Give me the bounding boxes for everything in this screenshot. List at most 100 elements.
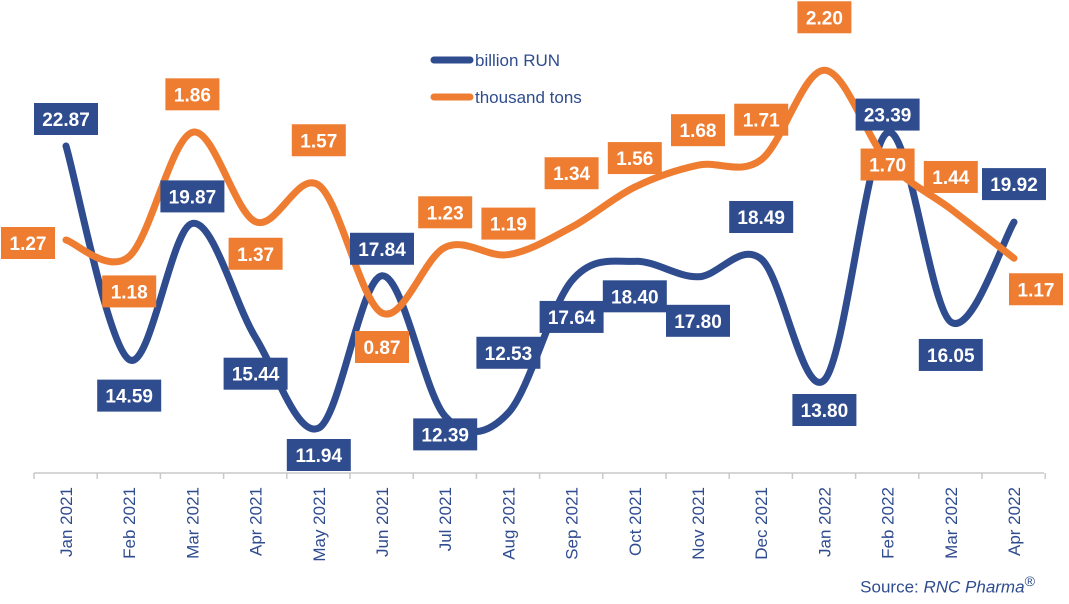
data-label: 1.71 bbox=[734, 103, 789, 136]
data-label: 1.56 bbox=[607, 142, 662, 175]
data-label-text: 13.80 bbox=[801, 401, 849, 422]
data-label: 0.87 bbox=[355, 331, 409, 363]
data-label-text: 12.53 bbox=[485, 344, 533, 365]
data-label-text: 2.20 bbox=[806, 8, 843, 29]
data-label: 23.39 bbox=[855, 98, 920, 131]
data-label-text: 18.49 bbox=[737, 208, 785, 229]
data-label: 2.20 bbox=[797, 1, 852, 34]
data-label-box bbox=[666, 304, 730, 337]
data-label-text: 23.39 bbox=[864, 106, 912, 127]
data-label-box bbox=[476, 336, 541, 369]
x-tick-label: Feb 2021 bbox=[120, 487, 139, 559]
data-label: 12.53 bbox=[476, 336, 541, 369]
x-tick-label: Mar 2022 bbox=[942, 487, 961, 559]
data-label: 17.64 bbox=[539, 300, 604, 333]
data-label: 1.44 bbox=[923, 160, 978, 193]
data-label-text: 1.34 bbox=[553, 164, 590, 185]
data-label-text: 19.87 bbox=[169, 187, 217, 208]
x-tick-label: Dec 2021 bbox=[752, 487, 771, 560]
data-label-box bbox=[918, 338, 983, 371]
x-tick-label: Apr 2022 bbox=[1005, 487, 1024, 556]
data-label-box bbox=[286, 438, 351, 471]
x-tick-label: Apr 2021 bbox=[247, 487, 266, 556]
data-label: 22.87 bbox=[34, 103, 98, 135]
data-label-box bbox=[160, 180, 225, 213]
data-label-text: 1.56 bbox=[616, 149, 653, 170]
data-label: 1.68 bbox=[671, 114, 725, 147]
data-label-text: 1.17 bbox=[1018, 280, 1055, 301]
data-label-box bbox=[97, 379, 162, 412]
data-label-box bbox=[165, 78, 220, 111]
data-label-text: 18.40 bbox=[611, 287, 659, 308]
data-label-box bbox=[413, 418, 478, 451]
data-label: 12.39 bbox=[413, 418, 478, 451]
data-label-box bbox=[355, 331, 409, 363]
data-label-box bbox=[607, 142, 662, 175]
data-label: 1.37 bbox=[228, 237, 283, 270]
x-tick-label: Mar 2021 bbox=[183, 487, 202, 559]
data-label-text: 12.39 bbox=[421, 425, 469, 446]
data-label: 1.27 bbox=[1, 227, 55, 259]
x-tick-label: Sep 2021 bbox=[563, 487, 582, 560]
data-label: 13.80 bbox=[792, 394, 857, 427]
data-label-text: 22.87 bbox=[42, 110, 90, 131]
data-label-text: 11.94 bbox=[296, 446, 343, 467]
data-label: 1.86 bbox=[165, 78, 220, 111]
data-label: 17.80 bbox=[666, 304, 730, 337]
data-label-text: 1.27 bbox=[10, 234, 47, 255]
x-tick-label: Oct 2021 bbox=[626, 487, 645, 556]
source-mark: ® bbox=[1024, 574, 1035, 591]
data-label-text: 1.68 bbox=[680, 121, 717, 142]
data-label-text: 17.84 bbox=[358, 240, 406, 261]
data-label: 19.87 bbox=[160, 180, 225, 213]
data-label-box bbox=[1, 227, 55, 259]
x-tick-label: May 2021 bbox=[310, 487, 329, 562]
legend-label: thousand tons bbox=[475, 88, 582, 107]
data-label: 1.34 bbox=[544, 157, 599, 190]
data-label-text: 1.19 bbox=[490, 215, 527, 236]
data-label-text: 1.71 bbox=[743, 111, 780, 132]
data-label: 18.49 bbox=[729, 201, 794, 234]
data-label-box bbox=[923, 160, 978, 193]
data-label: 14.59 bbox=[97, 379, 162, 412]
source-name: RNC Pharma bbox=[923, 578, 1025, 597]
data-label-text: 17.64 bbox=[548, 308, 596, 329]
data-label-box bbox=[792, 394, 857, 427]
data-label: 16.05 bbox=[918, 338, 983, 371]
data-label-text: 17.80 bbox=[674, 312, 722, 333]
x-tick-label: Jun 2021 bbox=[373, 487, 392, 557]
data-label: 11.94 bbox=[286, 438, 351, 471]
data-label-text: 1.44 bbox=[932, 168, 969, 189]
x-tick-label: Jan 2022 bbox=[815, 487, 834, 557]
data-label-box bbox=[671, 114, 725, 147]
series-line-thousand-tons bbox=[62, 66, 1018, 318]
data-label-box bbox=[729, 201, 794, 234]
data-label-text: 1.70 bbox=[869, 156, 906, 177]
legend-label: billion RUN bbox=[475, 51, 560, 70]
data-label-box bbox=[539, 300, 604, 333]
data-label: 1.23 bbox=[418, 196, 473, 229]
data-label-box bbox=[291, 124, 346, 157]
data-label-box bbox=[350, 232, 414, 265]
data-label-text: 14.59 bbox=[105, 387, 153, 408]
data-label: 1.18 bbox=[102, 275, 157, 308]
data-label: 1.17 bbox=[1009, 273, 1063, 306]
data-label-box bbox=[797, 1, 852, 34]
data-label-text: 19.92 bbox=[990, 175, 1038, 196]
data-label: 18.40 bbox=[602, 280, 667, 313]
data-label-box bbox=[602, 280, 667, 313]
data-label-box bbox=[860, 148, 915, 181]
data-label-box bbox=[34, 103, 98, 135]
data-label: 1.19 bbox=[481, 207, 536, 240]
data-label: 19.92 bbox=[982, 168, 1046, 201]
data-label-text: 16.05 bbox=[927, 346, 975, 367]
data-label-box bbox=[102, 275, 157, 308]
x-tick-label: Nov 2021 bbox=[689, 487, 708, 560]
data-label-text: 1.57 bbox=[300, 131, 337, 152]
data-label-text: 1.23 bbox=[427, 203, 464, 224]
data-label-box bbox=[228, 237, 283, 270]
data-label: 15.44 bbox=[223, 357, 288, 390]
source-note: Source: RNC Pharma® bbox=[860, 574, 1035, 598]
data-label-box bbox=[855, 98, 920, 131]
